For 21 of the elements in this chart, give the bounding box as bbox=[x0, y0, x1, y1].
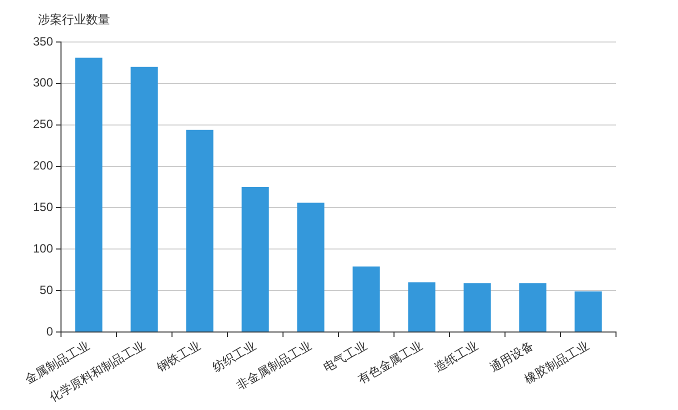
x-tick-label: 钢铁工业 bbox=[153, 338, 203, 376]
bar bbox=[130, 66, 158, 332]
bar bbox=[242, 187, 269, 332]
x-tick-label: 造纸工业 bbox=[432, 338, 480, 375]
bar bbox=[574, 291, 602, 332]
y-tick-label: 150 bbox=[32, 200, 54, 214]
bar bbox=[408, 282, 436, 332]
bar bbox=[352, 266, 380, 332]
y-tick-label: 200 bbox=[32, 158, 54, 173]
y-tick-label: 250 bbox=[32, 117, 54, 132]
y-tick-label: 0 bbox=[46, 324, 54, 338]
y-tick-label: 350 bbox=[32, 34, 54, 48]
bar bbox=[186, 130, 214, 332]
y-axis-title: 涉案行业数量 bbox=[38, 12, 110, 26]
bar bbox=[75, 58, 102, 332]
bar bbox=[464, 283, 491, 332]
bar bbox=[519, 283, 546, 332]
bar bbox=[297, 202, 324, 332]
y-tick-label: 50 bbox=[40, 282, 54, 297]
y-tick-label: 300 bbox=[32, 76, 54, 90]
y-tick-label: 100 bbox=[32, 241, 54, 256]
